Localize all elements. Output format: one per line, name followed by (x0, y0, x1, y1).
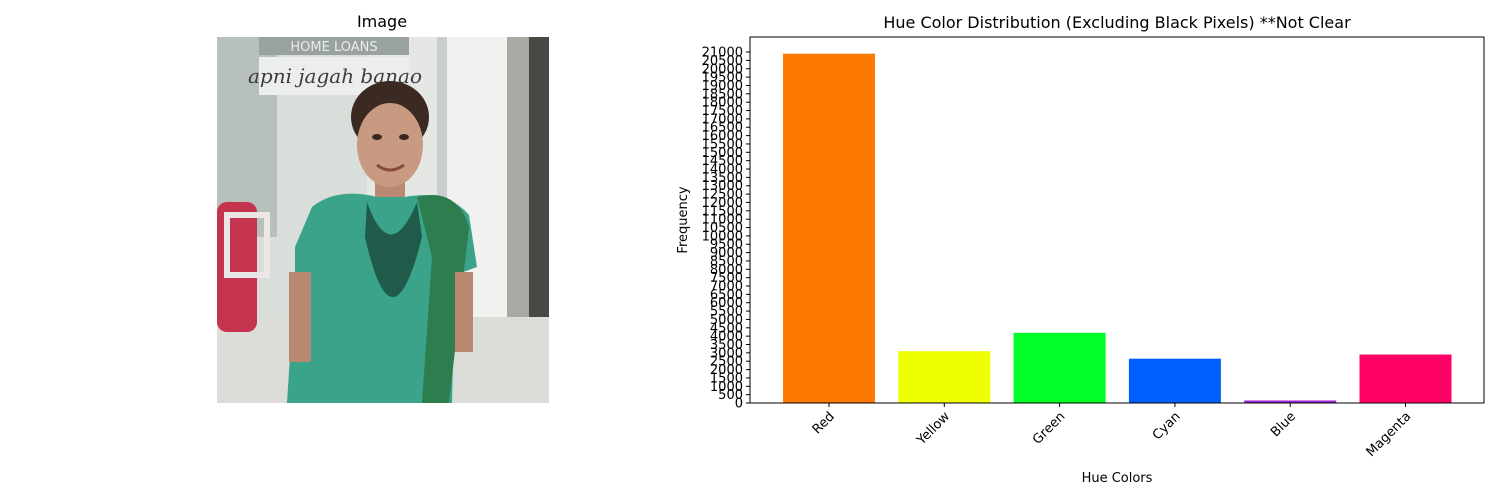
bar-yellow (898, 351, 991, 403)
y-tick-label: 15000 (702, 146, 743, 161)
bar-magenta (1359, 354, 1452, 403)
y-tick-label: 3000 (710, 346, 743, 361)
x-tick-label: Yellow (914, 409, 954, 449)
y-tick-label: 16000 (702, 129, 743, 144)
y-tick-label: 7500 (710, 271, 743, 286)
y-tick-label: 2000 (710, 363, 743, 378)
y-tick-label: 8000 (710, 263, 743, 278)
y-tick-label: 20500 (702, 54, 743, 69)
y-tick-label: 10500 (702, 221, 743, 236)
x-axis-ticks: Red Yellow Green Cyan Blue Magenta (810, 403, 1415, 460)
y-tick-label: 9000 (710, 246, 743, 261)
y-tick-label: 19500 (702, 71, 743, 86)
x-tick-label: Magenta (1364, 409, 1415, 460)
bar-blue (1244, 400, 1337, 403)
y-tick-label: 18000 (702, 96, 743, 111)
bars-layer (783, 53, 1452, 403)
y-tick-label: 8500 (710, 254, 743, 269)
y-tick-label: 5500 (710, 305, 743, 320)
y-tick-label: 18500 (702, 87, 743, 102)
x-tick-label: Blue (1268, 409, 1299, 440)
y-tick-label: 14500 (702, 154, 743, 169)
y-tick-label: 16500 (702, 121, 743, 136)
y-tick-label: 9500 (710, 238, 743, 253)
y-tick-label: 12500 (702, 188, 743, 203)
y-tick-label: 500 (718, 388, 743, 403)
x-tick-label: Cyan (1150, 409, 1184, 443)
y-tick-label: 6000 (710, 296, 743, 311)
bar-cyan (1128, 358, 1221, 403)
y-tick-label: 21000 (702, 46, 743, 61)
image-panel-title: Image (356, 12, 408, 31)
y-axis-label: Frequency (676, 186, 691, 253)
x-axis-label: Hue Colors (1082, 471, 1153, 486)
y-tick-label: 5000 (710, 313, 743, 328)
y-axis-ticks: 0500100015002000250030003500400045005000… (702, 46, 750, 412)
y-tick-label: 13500 (702, 171, 743, 186)
y-tick-label: 10000 (702, 229, 743, 244)
y-tick-label: 15500 (702, 137, 743, 152)
y-tick-label: 17500 (702, 104, 743, 119)
photo-illustration: HOME LOANS apni jagah banao (217, 37, 549, 403)
y-tick-label: 7000 (710, 280, 743, 295)
y-tick-label: 1500 (710, 371, 743, 386)
y-tick-label: 4000 (710, 330, 743, 345)
photo-sign-text: HOME LOANS (290, 40, 377, 55)
y-tick-label: 6500 (710, 288, 743, 303)
y-tick-label: 20000 (702, 62, 743, 77)
y-tick-label: 2500 (710, 355, 743, 370)
bar-red (783, 53, 875, 403)
y-tick-label: 17000 (702, 112, 743, 127)
y-tick-label: 11500 (702, 204, 743, 219)
y-tick-label: 0 (735, 397, 743, 412)
bar-green (1013, 332, 1106, 403)
y-tick-label: 3500 (710, 338, 743, 353)
y-tick-label: 4500 (710, 321, 743, 336)
x-tick-label: Green (1030, 409, 1068, 447)
y-tick-label: 1000 (710, 380, 743, 395)
photo: HOME LOANS apni jagah banao (217, 37, 549, 403)
y-tick-label: 13000 (702, 179, 743, 194)
plot-area-frame (749, 36, 1485, 404)
y-tick-label: 14000 (702, 163, 743, 178)
y-tick-label: 11000 (702, 213, 743, 228)
y-tick-label: 12000 (702, 196, 743, 211)
x-tick-label: Red (810, 409, 838, 437)
chart-title: Hue Color Distribution (Excluding Black … (883, 13, 1351, 32)
y-tick-label: 19000 (702, 79, 743, 94)
